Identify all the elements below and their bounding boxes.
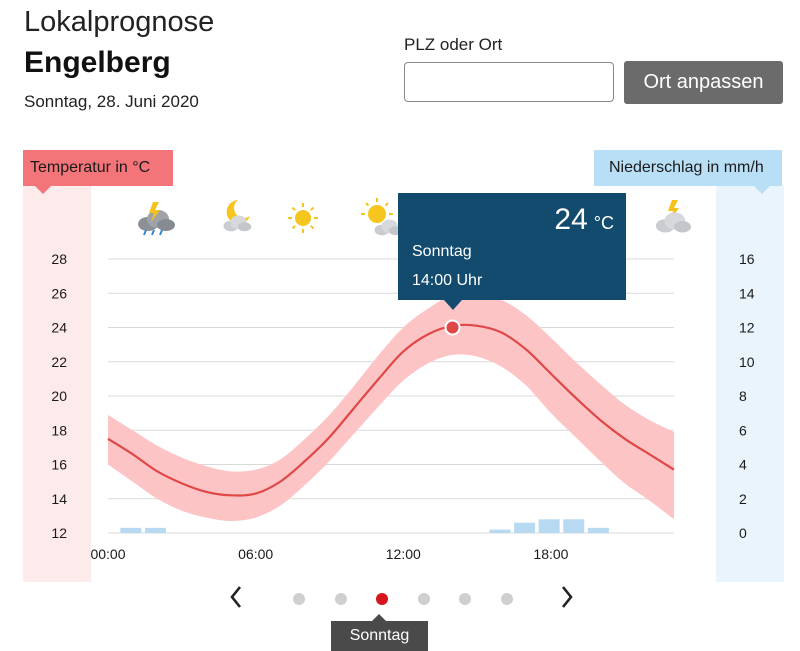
y-left-tick-label: 26 <box>51 285 67 301</box>
location-search-input[interactable] <box>404 62 614 102</box>
x-tick-label: 06:00 <box>238 546 273 562</box>
forecast-date: Sonntag, 28. Juni 2020 <box>24 92 199 111</box>
forecast-tooltip: 24 °C Sonntag 14:00 Uhr <box>398 193 626 300</box>
y-right-tick-label: 4 <box>739 457 747 473</box>
thunderstorm-cloud-icon <box>655 200 692 233</box>
precipitation-bar <box>563 519 585 533</box>
y-right-tick-label: 14 <box>739 285 755 301</box>
precipitation-bar <box>120 527 142 533</box>
precipitation-bar <box>514 522 536 533</box>
day-nav-dot[interactable] <box>334 593 347 605</box>
y-right-tick-label: 10 <box>739 354 755 370</box>
location-name: Engelberg <box>24 46 171 79</box>
temperature-range-band <box>108 292 674 522</box>
precipitation-axis-band <box>716 186 784 582</box>
day-nav-dot[interactable] <box>376 593 388 605</box>
precipitation-bar <box>538 519 560 533</box>
y-right-tick-label: 8 <box>739 388 747 404</box>
chevron-right-icon[interactable] <box>559 584 575 610</box>
tooltip-day: Sonntag <box>412 243 472 260</box>
y-left-tick-label: 14 <box>51 491 67 507</box>
precipitation-bar <box>587 527 609 533</box>
day-nav-dot[interactable] <box>293 593 305 605</box>
temperature-line <box>107 323 675 497</box>
y-left-tick-label: 24 <box>51 320 67 336</box>
y-left-tick-label: 16 <box>51 457 67 473</box>
y-right-tick-label: 0 <box>739 525 747 541</box>
tooltip-pointer <box>444 300 462 310</box>
y-left-tick-label: 18 <box>51 422 67 438</box>
page-title: Lokalprognose <box>24 6 215 38</box>
thunderstorm-rain-night-icon <box>138 202 175 236</box>
y-right-tick-label: 12 <box>739 320 755 336</box>
day-nav-dot[interactable] <box>459 593 471 605</box>
temperature-axis-label: Temperatur in °C <box>23 150 173 194</box>
y-left-tick-label: 12 <box>51 525 67 541</box>
y-right-tick-label: 6 <box>739 422 747 438</box>
precipitation-bar <box>144 527 166 533</box>
y-left-tick-label: 20 <box>51 388 67 404</box>
search-label: PLZ oder Ort <box>404 35 503 54</box>
tooltip-temperature-unit: °C <box>593 213 614 233</box>
y-left-tick-label: 22 <box>51 354 67 370</box>
chevron-left-icon[interactable] <box>228 584 244 610</box>
x-tick-label: 18:00 <box>533 546 568 562</box>
moon-cloud-icon <box>223 200 252 232</box>
tooltip-time: 14:00 Uhr <box>412 272 483 289</box>
x-tick-label: 00:00 <box>90 546 125 562</box>
temperature-axis-band <box>23 186 91 582</box>
sun-icon <box>288 203 318 233</box>
tooltip-temperature: 24 °C <box>554 203 614 237</box>
tooltip-temperature-value: 24 <box>554 203 588 236</box>
sun-cloud-icon <box>361 198 403 236</box>
selected-day-label: Sonntag <box>331 614 428 651</box>
precipitation-axis-label: Niederschlag in mm/h <box>594 150 782 194</box>
day-nav-dot[interactable] <box>417 593 430 605</box>
y-left-tick-label: 28 <box>51 251 67 267</box>
change-location-button[interactable]: Ort anpassen <box>624 61 783 104</box>
highlight-point[interactable] <box>444 319 461 336</box>
day-nav-dot[interactable] <box>500 593 513 605</box>
precipitation-bar <box>489 529 511 533</box>
x-tick-label: 12:00 <box>386 546 421 562</box>
y-right-tick-label: 16 <box>739 251 755 267</box>
y-right-tick-label: 2 <box>739 491 747 507</box>
